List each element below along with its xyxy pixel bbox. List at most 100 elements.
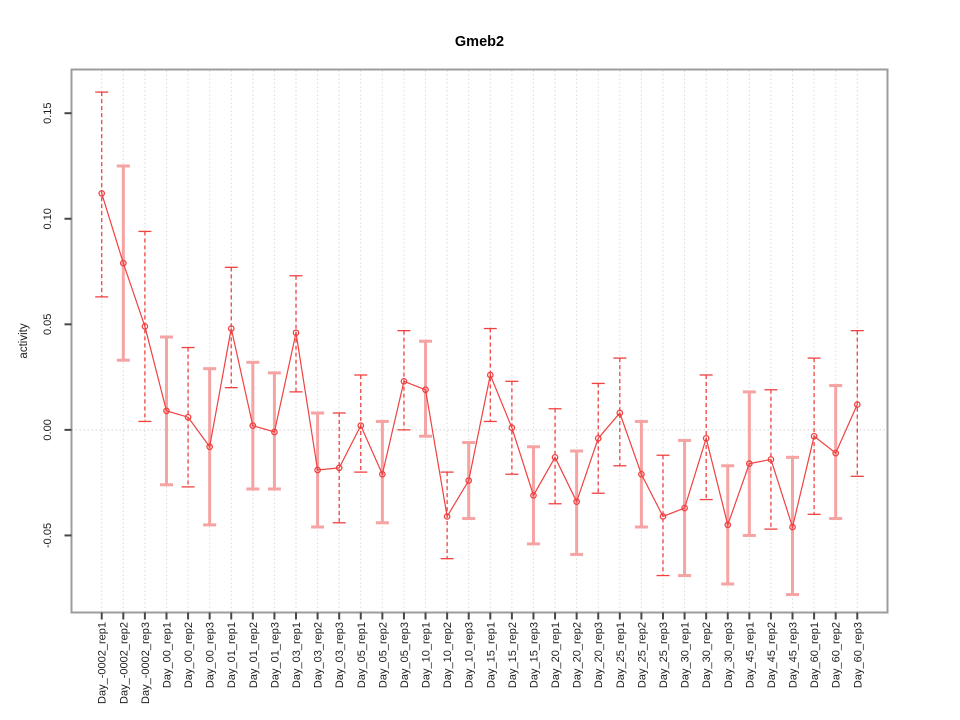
x-tick-label: Day_-0002_rep3	[140, 622, 152, 704]
y-tick-label: 0.15	[42, 102, 54, 123]
error-bar	[656, 454, 670, 577]
data-point	[508, 424, 516, 432]
y-tick-label: 0.05	[42, 314, 54, 335]
x-tick-label: Day_-0002_rep1	[97, 622, 109, 704]
data-point	[853, 401, 861, 408]
error-bar	[850, 330, 864, 477]
data-point	[443, 513, 451, 520]
data-point	[141, 323, 149, 330]
data-point	[767, 456, 775, 463]
x-tick-label: Day_45_rep3	[788, 622, 800, 688]
x-tick-label: Day_15_rep2	[507, 622, 519, 688]
x-tick-label: Day_15_rep3	[528, 622, 540, 688]
error-bar	[332, 412, 346, 524]
grid-layer	[71, 70, 888, 612]
chart-title: Gmeb2	[455, 34, 504, 50]
x-tick-label: Day_-0002_rep2	[118, 622, 130, 704]
data-point	[465, 477, 473, 484]
x-tick-label: Day_05_rep2	[377, 622, 389, 688]
x-tick-label: Day_60_rep3	[852, 622, 864, 688]
x-tick-label: Day_45_rep2	[766, 622, 778, 688]
x-tick-label: Day_20_rep2	[572, 622, 584, 688]
y-tick-label: 0.00	[42, 419, 54, 440]
data-point	[335, 464, 343, 472]
error-bar	[483, 327, 497, 423]
x-tick-label: Day_00_rep1	[161, 622, 173, 688]
x-tick-label: Day_60_rep1	[809, 622, 821, 688]
axes-layer: -0.05 0.00 0.05 0.10 0.15 Day_-0002_rep1 Day_-…	[42, 102, 864, 703]
data-point	[98, 190, 106, 197]
data-point	[638, 470, 645, 478]
x-tick-label: Day_25_rep1	[615, 622, 627, 688]
series-layer	[95, 91, 864, 597]
x-tick-label: Day_15_rep1	[485, 622, 497, 688]
error-bar	[95, 91, 109, 298]
error-bar	[419, 339, 433, 438]
data-point	[530, 491, 537, 499]
data-point	[681, 504, 688, 512]
data-point	[271, 428, 278, 436]
error-bar	[548, 408, 562, 505]
data-point	[184, 413, 192, 421]
x-tick-label: Day_30_rep3	[723, 622, 735, 688]
data-point	[551, 453, 559, 461]
x-tick-label: Day_03_rep1	[291, 622, 303, 688]
x-tick-label: Day_20_rep3	[593, 622, 605, 688]
x-tick-label: Day_05_rep3	[399, 622, 411, 688]
data-point	[314, 466, 321, 474]
x-tick-label: Day_10_rep2	[442, 622, 454, 688]
data-point	[659, 513, 667, 520]
data-point	[422, 386, 429, 394]
data-point	[400, 377, 408, 385]
data-point	[745, 460, 753, 468]
x-tick-label: Day_03_rep2	[313, 622, 325, 688]
data-point	[227, 325, 235, 332]
data-point	[163, 407, 170, 415]
y-tick-label: 0.10	[42, 208, 54, 229]
x-tick-label: Day_05_rep1	[356, 622, 368, 688]
error-bar	[138, 230, 152, 423]
x-tick-label: Day_10_rep3	[464, 622, 476, 688]
data-point	[573, 498, 580, 506]
x-tick-label: Day_10_rep1	[421, 622, 433, 688]
data-point	[357, 422, 365, 430]
data-point	[789, 523, 796, 531]
error-bar	[764, 389, 778, 530]
data-point	[724, 521, 732, 529]
y-axis-label: activity	[18, 323, 30, 358]
plot-border	[70, 68, 889, 614]
x-tick-label: Day_01_rep3	[269, 622, 281, 688]
data-point	[594, 434, 602, 442]
error-bar	[699, 374, 713, 501]
error-bar	[181, 346, 195, 488]
y-tick-label: -0.05	[42, 523, 54, 548]
error-bar	[224, 266, 238, 389]
x-tick-label: Day_30_rep1	[680, 622, 692, 688]
x-tick-label: Day_25_rep2	[636, 622, 648, 688]
x-tick-label: Day_60_rep2	[831, 622, 843, 688]
data-point	[119, 259, 127, 267]
series-line	[101, 193, 858, 530]
error-bar	[505, 380, 519, 475]
x-tick-label: Day_25_rep3	[658, 622, 670, 688]
data-point	[292, 329, 300, 337]
x-tick-label: Day_03_rep3	[334, 622, 346, 688]
x-tick-label: Day_45_rep1	[744, 622, 756, 688]
x-tick-label: Day_20_rep1	[550, 622, 562, 688]
data-point	[702, 434, 710, 442]
data-point	[832, 449, 840, 457]
data-point	[206, 443, 214, 451]
data-point	[486, 371, 494, 379]
x-tick-label: Day_01_rep1	[226, 622, 238, 688]
data-point	[249, 422, 257, 430]
error-bar	[397, 330, 411, 431]
error-bar	[354, 374, 368, 473]
error-bar	[591, 382, 605, 494]
data-point	[810, 432, 818, 440]
error-bar	[613, 357, 627, 467]
data-point	[379, 470, 386, 478]
x-tick-label: Day_00_rep2	[183, 622, 195, 688]
x-tick-label: Day_01_rep2	[248, 622, 260, 688]
